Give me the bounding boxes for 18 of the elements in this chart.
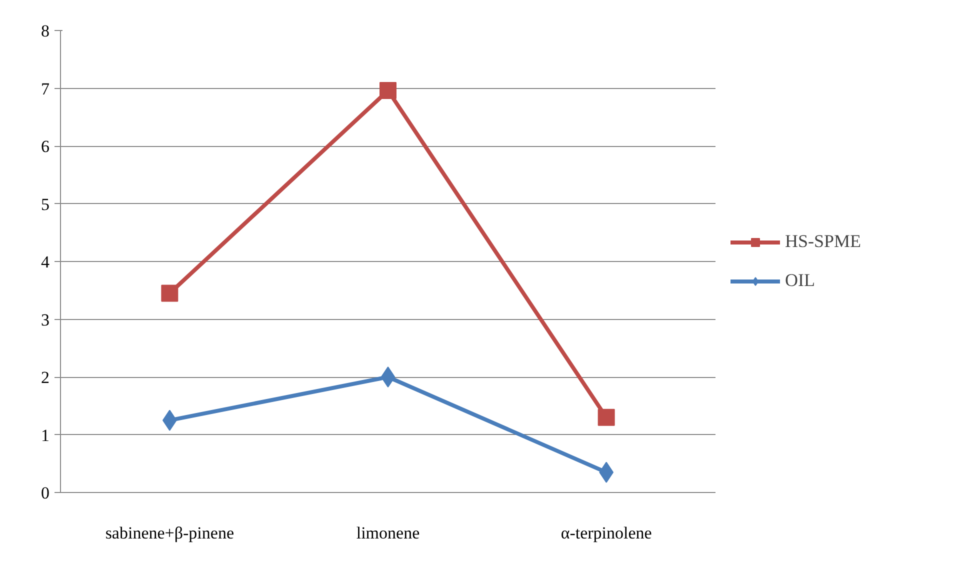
legend-label: HS-SPME <box>785 231 862 252</box>
y-tick-label: 7 <box>41 79 50 98</box>
y-tick-label: 1 <box>41 426 50 445</box>
x-tick-label: sabinene+β-pinene <box>105 524 234 542</box>
y-tick-label: 4 <box>41 252 50 272</box>
legend-label: OIL <box>785 270 815 291</box>
y-tick-label: 5 <box>41 194 50 214</box>
y-tick-label: 6 <box>41 137 50 156</box>
x-tick-label: limonene <box>356 524 420 542</box>
y-tick-label: 3 <box>41 310 50 330</box>
y-tick-label: 2 <box>41 368 50 387</box>
y-tick-label: 8 <box>41 22 50 40</box>
point <box>380 366 396 388</box>
point <box>598 408 615 426</box>
point <box>161 284 178 302</box>
point <box>380 82 396 100</box>
x-tick-label: α-terpinolene <box>560 524 652 542</box>
y-tick-label: 0 <box>41 484 50 502</box>
